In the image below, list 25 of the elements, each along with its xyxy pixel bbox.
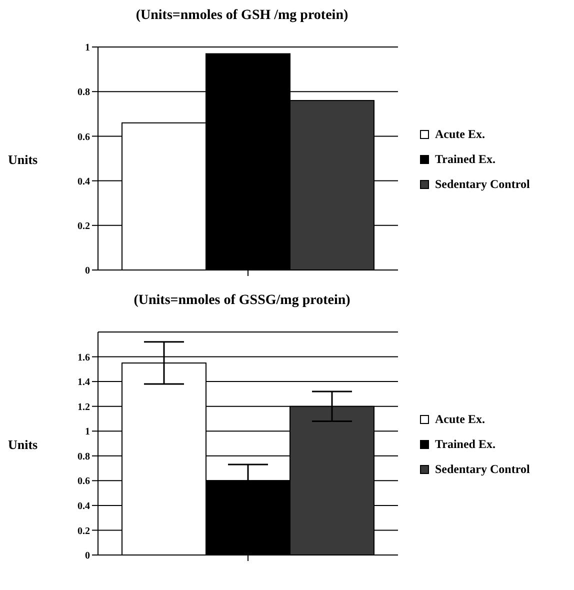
legend-label: Acute Ex. xyxy=(435,127,485,142)
y-axis-title: Units xyxy=(8,436,39,452)
legend-label: Trained Ex. xyxy=(435,437,496,452)
y-tick-label: 0.8 xyxy=(78,87,90,98)
legend-label: Acute Ex. xyxy=(435,412,485,427)
y-tick-label: 0.8 xyxy=(78,451,90,462)
y-tick-label: 1 xyxy=(85,42,90,54)
chart-title: (Units=nmoles of GSH /mg protein) xyxy=(134,8,350,25)
y-tick-label: 0.6 xyxy=(78,132,90,143)
legend-label: Trained Ex. xyxy=(435,152,496,167)
chart-title: (Units=nmoles of GSSG/mg protein) xyxy=(132,293,352,310)
y-tick-label: 1.4 xyxy=(78,377,90,388)
y-axis-title: Units xyxy=(8,152,39,168)
legend-label: Sedentary Control xyxy=(435,462,530,477)
y-tick-label: 1 xyxy=(85,426,90,438)
y-tick-label: 0 xyxy=(85,266,90,277)
y-tick-label: 0.4 xyxy=(78,500,90,512)
y-tick-label: 1.6 xyxy=(78,352,90,364)
y-tick-label: 0 xyxy=(85,550,90,562)
legend-label: Sedentary Control xyxy=(435,177,530,192)
y-tick-label: 0.2 xyxy=(78,220,90,232)
y-tick-label: 0.2 xyxy=(78,526,90,537)
y-tick-label: 1.2 xyxy=(78,402,90,413)
y-tick-label: 0.6 xyxy=(78,476,90,488)
y-tick-label: 0.4 xyxy=(78,176,90,188)
